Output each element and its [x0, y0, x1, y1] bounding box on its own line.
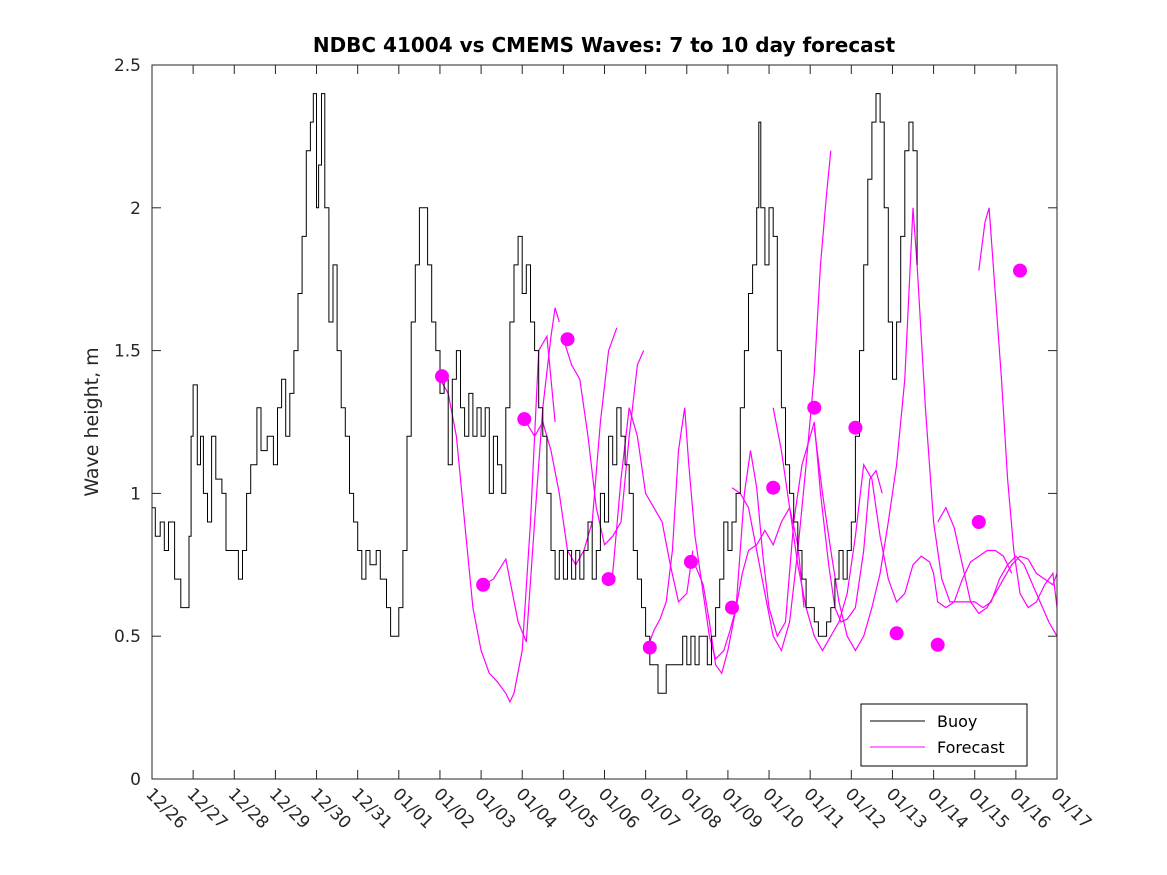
forecast-line-2 — [482, 307, 560, 643]
forecast-marker-8 — [725, 600, 739, 615]
forecast-line-10 — [813, 207, 1058, 652]
forecast-marker-14 — [971, 515, 986, 529]
y-tick-label-0: 0 — [130, 770, 141, 790]
forecast-marker-11 — [848, 420, 863, 435]
forecast-marker-13 — [930, 637, 945, 652]
y-tick-label-2: 1 — [130, 484, 141, 504]
legend-box — [860, 703, 1028, 767]
legend-forecast-label: Forecast — [937, 738, 1005, 757]
forecast-line-5 — [604, 407, 694, 604]
forecast-line-6 — [647, 407, 805, 661]
series-layer — [152, 93, 1058, 704]
forecast-marker-1 — [435, 369, 449, 384]
forecast-line-4 — [562, 339, 645, 547]
y-axis-label: Wave height, m — [81, 347, 103, 496]
forecast-marker-4 — [560, 332, 575, 347]
forecast-marker-12 — [889, 626, 904, 641]
y-tick-label-5: 2.5 — [114, 56, 141, 76]
forecast-marker-5 — [601, 572, 616, 587]
y-tick-label-3: 1.5 — [114, 342, 141, 362]
forecast-marker-15 — [1013, 263, 1027, 278]
legend-buoy-label: Buoy — [937, 712, 977, 731]
forecast-line-12 — [978, 207, 1058, 609]
forecast-line-9 — [772, 407, 1013, 652]
forecast-marker-7 — [683, 554, 698, 569]
y-tick-label-1: 0.5 — [114, 627, 141, 647]
forecast-line-8 — [731, 150, 832, 653]
forecast-line-7 — [688, 421, 883, 675]
forecast-marker-3 — [517, 412, 532, 427]
forecast-marker-10 — [807, 400, 822, 415]
y-tick-label-4: 2 — [130, 199, 141, 219]
plot-area — [152, 65, 1057, 779]
forecast-marker-2 — [476, 577, 491, 592]
buoy-line — [152, 93, 918, 694]
legend: Buoy Forecast — [860, 703, 1028, 767]
forecast-line-11 — [937, 506, 1058, 615]
chart-title: NDBC 41004 vs CMEMS Waves: 7 to 10 day f… — [313, 33, 896, 57]
forecast-marker-9 — [766, 480, 781, 495]
forecast-marker-6 — [642, 640, 657, 655]
